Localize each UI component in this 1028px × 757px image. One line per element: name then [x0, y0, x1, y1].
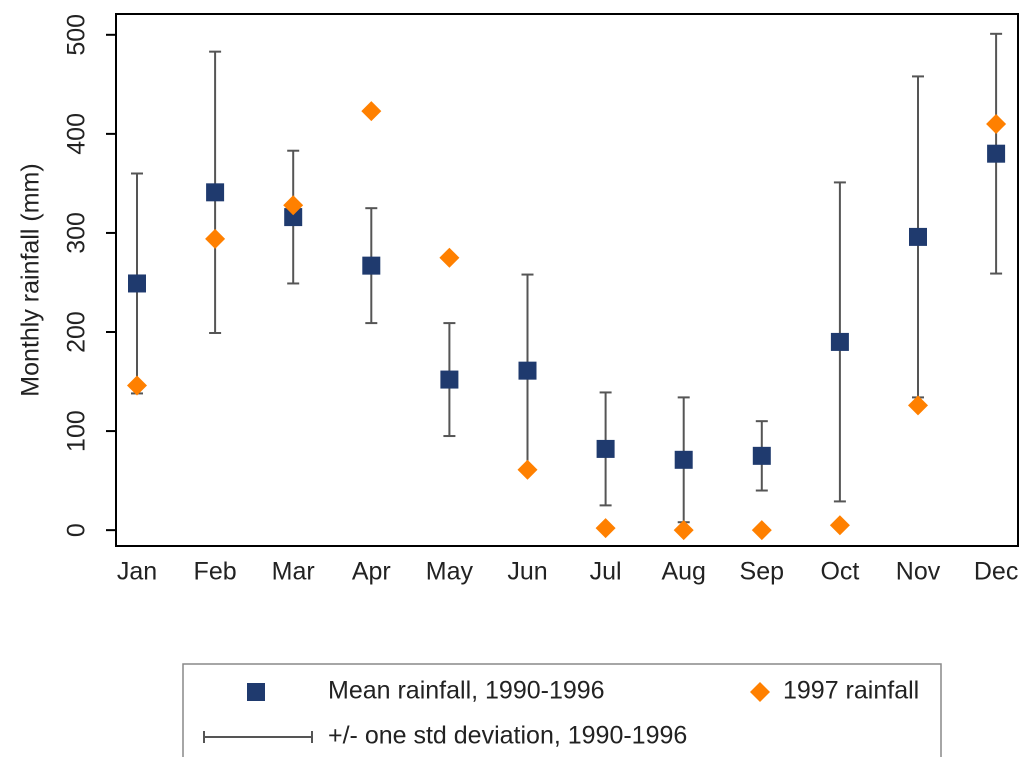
diamond-marker	[751, 520, 772, 541]
x-tick-label: Nov	[896, 558, 941, 586]
x-tick-label: Aug	[661, 558, 705, 586]
diamond-marker	[750, 682, 770, 702]
mean-marker	[909, 227, 927, 246]
diamond-marker	[361, 101, 382, 122]
legend-label: +/- one std deviation, 1990-1996	[328, 722, 687, 750]
mean-marker	[206, 183, 225, 202]
mean-marker	[362, 256, 381, 275]
mean-marker	[830, 332, 849, 351]
y-tick-label: 100	[63, 410, 91, 452]
y-tick-label: 300	[63, 212, 91, 254]
diamond-marker	[283, 195, 304, 216]
mean-marker	[440, 370, 459, 389]
x-tick-label: Feb	[194, 558, 237, 586]
plot-frame	[115, 13, 1019, 547]
mean-marker	[674, 450, 693, 469]
x-tick-label: Jan	[117, 558, 157, 586]
x-tick-label: May	[426, 558, 474, 586]
x-tick-label: Apr	[352, 558, 391, 586]
mean-marker	[247, 683, 265, 701]
y-tick-label: 500	[63, 14, 91, 56]
diamond-marker	[595, 518, 616, 539]
legend	[182, 663, 942, 757]
x-tick-label: Dec	[974, 558, 1018, 586]
y-tick-label: 200	[63, 311, 91, 353]
mean-marker	[128, 274, 146, 293]
mean-marker	[284, 208, 303, 227]
x-tick-label: Sep	[740, 558, 784, 586]
legend-label: Mean rainfall, 1990-1996	[328, 677, 605, 705]
mean-marker	[987, 144, 1006, 163]
diamond-marker	[517, 459, 538, 480]
y-tick-label: 0	[63, 523, 91, 537]
diamond-marker	[127, 375, 147, 396]
diamond-marker	[829, 515, 850, 536]
mean-marker	[518, 361, 537, 380]
mean-marker	[596, 439, 615, 458]
diamond-marker	[205, 228, 226, 249]
y-axis-label: Monthly rainfall (mm)	[17, 163, 45, 396]
y-tick-label: 400	[63, 113, 91, 155]
x-tick-label: Oct	[820, 558, 859, 586]
diamond-marker	[908, 395, 928, 416]
mean-marker	[752, 446, 771, 465]
diamond-marker	[439, 247, 460, 268]
legend-label: 1997 rainfall	[783, 677, 919, 705]
x-tick-label: Mar	[272, 558, 315, 586]
diamond-marker	[986, 113, 1007, 134]
diamond-marker	[673, 520, 694, 541]
x-tick-label: Jul	[590, 558, 622, 586]
x-tick-label: Jun	[507, 558, 547, 586]
